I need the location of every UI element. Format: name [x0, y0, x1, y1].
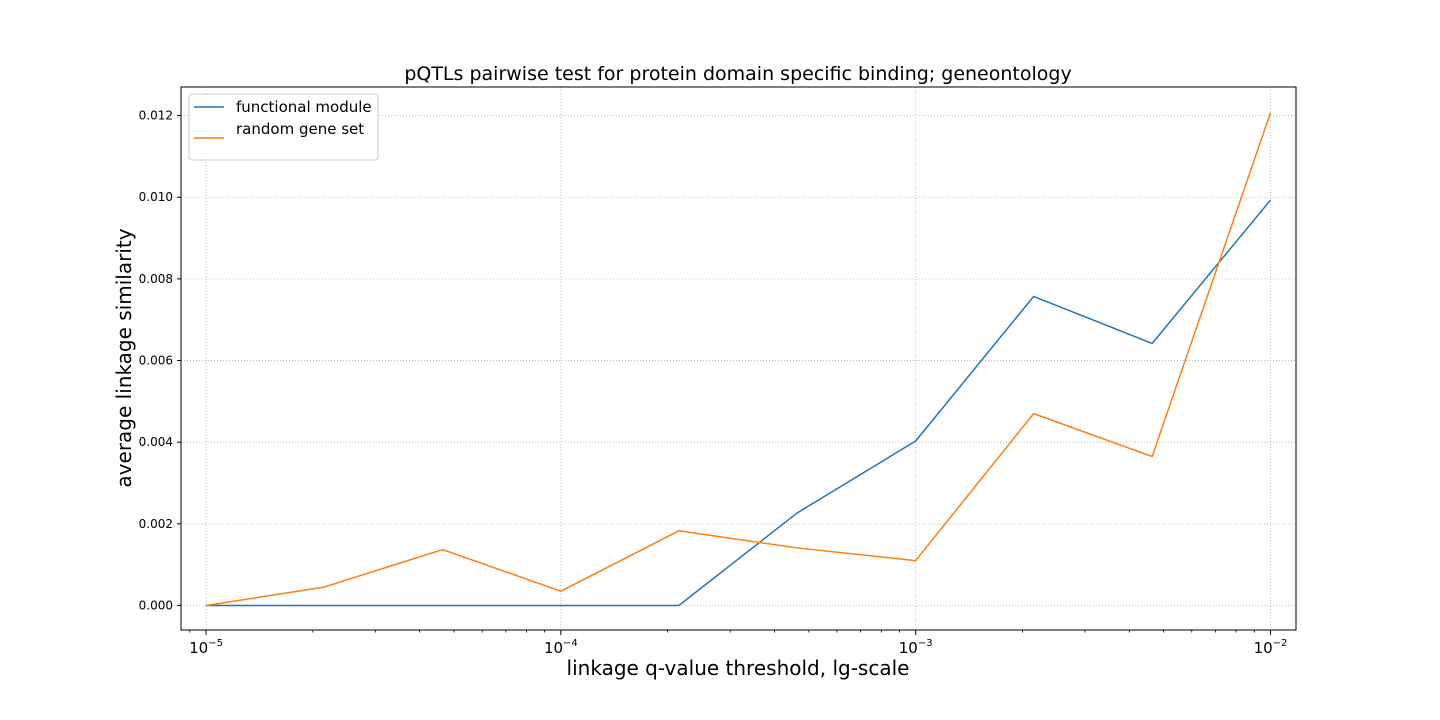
y-tick-label: 0.002	[139, 517, 173, 531]
y-tick-label: 0.012	[139, 109, 173, 123]
x-tick-label: 10−2	[1254, 638, 1288, 657]
tick-layer: 0.000 0.002 0.004 0.006 0.008 0.010 0.012 10−5 1…	[139, 109, 1288, 657]
legend-label: random gene set	[236, 120, 364, 138]
series-line-0	[206, 199, 1272, 607]
series-layer	[205, 112, 1272, 607]
legend-label: functional module	[236, 98, 372, 116]
legend: functional module random gene set	[188, 93, 379, 161]
y-tick-label: 0.004	[139, 435, 173, 449]
plot-frame	[180, 86, 1297, 631]
x-axis-label: linkage q-value threshold, lg-scale	[567, 656, 910, 680]
y-tick-label: 0.000	[139, 599, 173, 613]
x-tick-label: 10−3	[899, 638, 933, 657]
x-tick-label: 10−4	[544, 638, 578, 657]
y-tick-label: 0.010	[139, 190, 173, 204]
y-tick-label: 0.006	[139, 354, 173, 368]
legend-box	[188, 93, 379, 161]
y-axis-label: average linkage similarity	[112, 228, 136, 487]
y-tick-label: 0.008	[139, 272, 173, 286]
grid	[181, 87, 1296, 630]
x-tick-label: 10−5	[189, 638, 223, 657]
series-line-1	[205, 112, 1272, 607]
chart-title: pQTLs pairwise test for protein domain s…	[404, 63, 1071, 85]
